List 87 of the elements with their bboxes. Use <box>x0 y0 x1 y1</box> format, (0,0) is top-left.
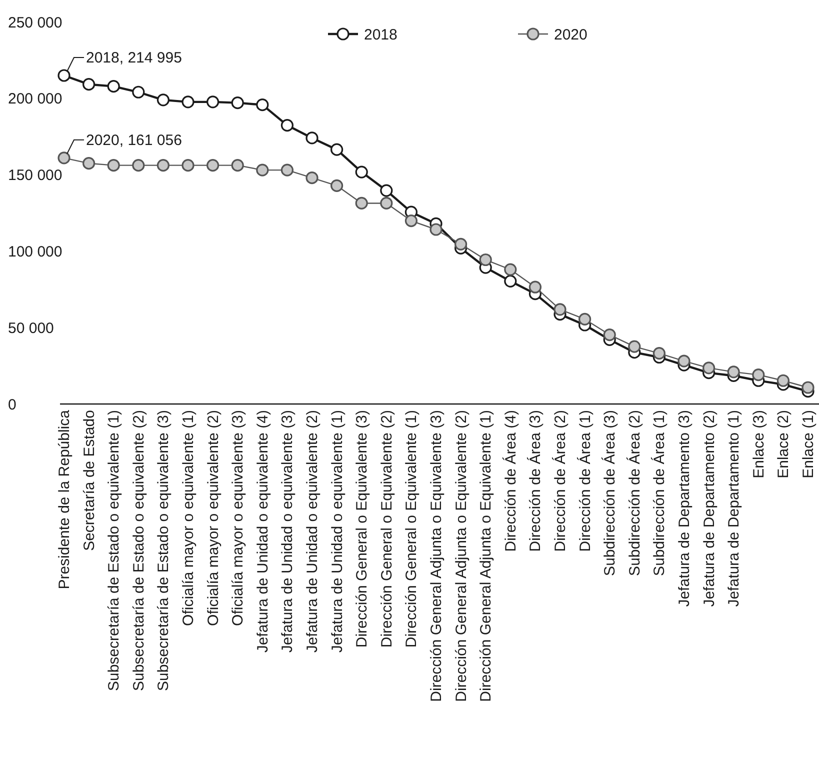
x-tick-label: Dirección General Adjunta o Equivalente (3) <box>428 410 445 702</box>
point <box>132 159 145 172</box>
x-tick-label: Dirección General o Equivalente (2) <box>378 410 396 648</box>
point <box>58 69 70 82</box>
x-tick-label: Enlace (2) <box>775 410 792 478</box>
point <box>430 223 442 236</box>
x-tick-label: Dirección de Área (4) <box>501 410 520 552</box>
x-tick-label: Jefatura de Unidad o equivalente (4) <box>254 410 272 653</box>
x-tick-label: Subdirección de Área (1) <box>650 410 668 576</box>
point <box>528 280 542 294</box>
legend-label: 2018 <box>364 26 398 44</box>
point <box>504 263 517 276</box>
x-tick-label: Subsecretaría de Estado o equivalente (1) <box>106 410 123 692</box>
x-tick-label: Dirección General o Equivalente (1) <box>403 410 420 648</box>
point <box>280 164 294 176</box>
point <box>330 143 344 156</box>
y-tick-label: 50 000 <box>8 320 54 337</box>
point <box>306 172 318 184</box>
point <box>156 94 170 106</box>
x-tick-label: Oficialía mayor o equivalente (2) <box>204 410 222 626</box>
point <box>306 132 318 144</box>
point <box>231 159 244 172</box>
point <box>280 118 294 132</box>
x-tick-label: Dirección de Área (1) <box>576 410 594 552</box>
point <box>58 152 70 164</box>
point <box>554 303 566 316</box>
x-tick-label: Dirección General Adjunta o Equivalente (2) <box>452 410 470 702</box>
x-tick-label: Subsecretaría de Estado o equivalente (2) <box>130 410 148 692</box>
point <box>652 346 666 360</box>
x-tick-label: Jefatura de Departamento (1) <box>726 410 743 607</box>
point <box>182 159 194 172</box>
y-tick-label: 200 000 <box>8 90 62 108</box>
point <box>156 159 170 172</box>
y-tick-label: 250 000 <box>8 14 62 32</box>
x-tick-label: Jefatura de Departamento (2) <box>700 410 718 607</box>
x-tick-label: Subdirección de Área (3) <box>600 410 619 576</box>
point <box>479 253 492 266</box>
x-tick-label: Oficialía mayor o equivalente (3) <box>230 410 247 626</box>
point <box>107 80 120 93</box>
point <box>206 96 220 108</box>
point <box>206 159 220 172</box>
point <box>752 368 765 382</box>
legend-label: 2020 <box>554 26 588 44</box>
x-tick-label: Subsecretaría de Estado o equivalente (3) <box>155 410 172 692</box>
x-tick-label: Dirección General o Equivalente (3) <box>354 410 371 648</box>
x-tick-label: Dirección General Adjunta o Equivalente (1) <box>478 410 495 702</box>
x-tick-label: Dirección de Área (3) <box>526 410 544 552</box>
point <box>82 78 96 91</box>
point <box>132 86 145 98</box>
x-tick-label: Jefatura de Departamento (3) <box>676 410 693 607</box>
point <box>603 328 616 342</box>
point <box>504 274 517 288</box>
point <box>256 164 269 176</box>
x-tick-label: Subdirección de Área (2) <box>625 410 644 576</box>
x-tick-label: Jefatura de Unidad o equivalente (3) <box>279 410 296 653</box>
point <box>628 340 641 353</box>
point <box>330 179 344 192</box>
point <box>727 366 740 378</box>
point <box>380 196 393 210</box>
point <box>702 362 716 374</box>
point <box>678 354 690 368</box>
point <box>107 159 120 172</box>
point <box>380 184 393 197</box>
point <box>404 214 418 228</box>
x-tick-label: Oficialía mayor o equivalente (1) <box>180 410 197 626</box>
point <box>454 238 468 250</box>
point <box>355 196 368 210</box>
point <box>82 157 96 170</box>
y-tick-label: 150 000 <box>8 167 62 184</box>
point <box>182 96 194 108</box>
point <box>355 166 368 178</box>
x-tick-label: Secretaría de Estado <box>80 410 98 551</box>
x-tick-label: Jefatura de Unidad o equivalente (2) <box>304 410 321 653</box>
annotation: 2020, 161 056 <box>86 132 182 150</box>
x-tick-label: Dirección de Área (2) <box>551 410 569 552</box>
x-tick-label: Jefatura de Unidad o equivalente (1) <box>328 410 346 653</box>
point <box>578 312 592 326</box>
y-tick-label: 100 000 <box>8 243 62 260</box>
point <box>256 98 269 112</box>
point <box>776 374 790 387</box>
x-tick-label: Enlace (3) <box>750 410 768 478</box>
y-tick-label: 0 <box>8 396 16 414</box>
annotation: 2018, 214 995 <box>86 50 182 67</box>
x-tick-label: Presidente de la República <box>56 409 73 590</box>
point <box>231 96 244 110</box>
x-tick-label: Enlace (1) <box>800 410 817 478</box>
point <box>802 381 814 394</box>
